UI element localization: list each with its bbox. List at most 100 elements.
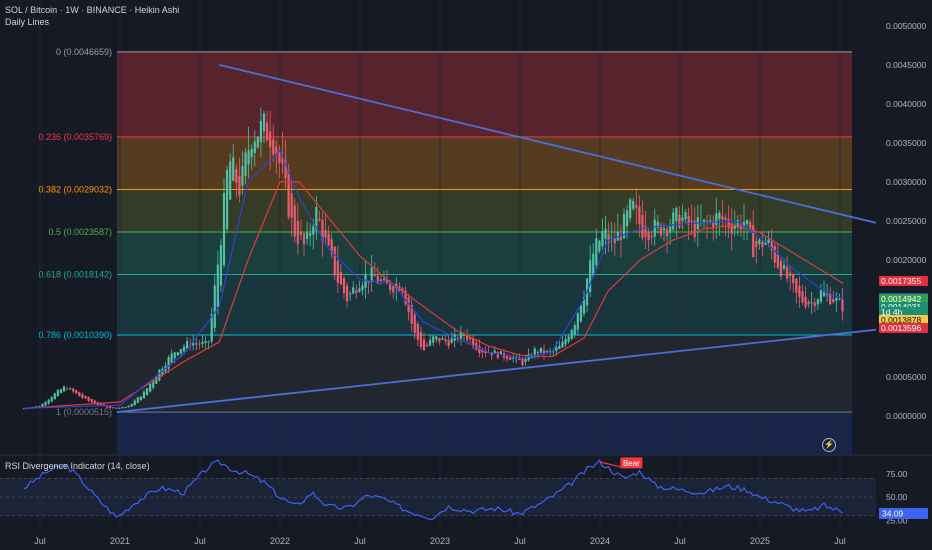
candle-body: [545, 351, 549, 353]
rsi-title[interactable]: RSI Divergence Indicator (14, close): [5, 461, 150, 471]
candle-body: [195, 343, 198, 345]
price-tag: 0.0013878: [879, 315, 928, 326]
candle-body: [345, 285, 349, 302]
rsi-value-badge: [879, 508, 928, 519]
candle-body: [795, 278, 798, 293]
trendline-upper: [218, 63, 908, 232]
candle-body: [361, 285, 364, 291]
time-axis-bg: [0, 530, 932, 550]
candle-body: [582, 297, 586, 314]
candle-body: [176, 352, 179, 356]
candle-body: [309, 233, 312, 236]
price-tag: 0.0014942: [879, 294, 928, 305]
candle-body: [376, 275, 379, 284]
candle-body: [93, 400, 96, 405]
candle-body: [275, 146, 278, 155]
candle-body: [705, 221, 709, 223]
fib-zone-bottom: [117, 412, 852, 455]
candle-body: [478, 346, 481, 354]
candle-body: [832, 299, 835, 303]
candle-body: [342, 278, 346, 294]
candle-body: [385, 279, 389, 285]
candle-body: [432, 336, 435, 343]
candle-body: [318, 218, 321, 221]
candle-body: [472, 338, 475, 347]
candle-body: [75, 390, 78, 394]
candle-body: [579, 305, 583, 322]
candle-body: [512, 357, 515, 359]
candle-body: [536, 352, 539, 354]
time-axis[interactable]: Jul 2021 Jul 2022 Jul 2023 Jul 2024 Jul 2025 Jul: [0, 530, 932, 550]
candle-body: [727, 218, 730, 229]
candle-body: [635, 204, 638, 208]
candle-body: [622, 213, 626, 239]
rsi-tick: 50.00: [886, 492, 908, 502]
price-tick: 0.0005000: [886, 372, 926, 382]
candle-body: [109, 406, 112, 409]
candle-body: [293, 205, 296, 237]
candle-body: [78, 391, 81, 397]
bear-divergence-line: [599, 461, 623, 469]
time-tick: Jul: [514, 536, 526, 546]
candle-body: [776, 254, 779, 268]
candle-body: [167, 357, 170, 369]
candle-body: [459, 331, 463, 339]
fib-lines: 0 (0.0046659) 0.236 (0.0035769) 0.382 (0.0…: [38, 47, 852, 417]
candle-body: [745, 220, 749, 225]
candle-body: [299, 232, 303, 236]
candle-body: [56, 390, 59, 397]
candle-body: [124, 407, 127, 409]
candle-body: [44, 402, 47, 406]
candle-body: [149, 383, 152, 392]
fib-zone: [117, 231, 852, 275]
candle-body: [481, 349, 484, 353]
candle-body: [315, 206, 318, 231]
candle-body: [469, 337, 472, 340]
candle-body: [336, 261, 339, 283]
candle-body: [533, 348, 536, 357]
candle-body: [327, 233, 330, 245]
time-tick: Jul: [194, 536, 206, 546]
candle-body: [216, 264, 219, 307]
candle-body: [201, 342, 204, 345]
candle-body: [693, 221, 696, 238]
candle-body: [250, 148, 253, 158]
candle-body: [349, 293, 352, 295]
price-tick: 0.0025000: [886, 216, 926, 226]
candle-body: [22, 408, 26, 410]
rsi-legend: RSI Divergence Indicator (14, close): [5, 460, 150, 472]
candle-body: [530, 356, 533, 358]
candle-body: [678, 214, 681, 228]
candle-body: [447, 340, 450, 346]
candle-body: [598, 240, 601, 252]
candle-body: [441, 338, 444, 340]
candle-body: [718, 213, 721, 220]
candle-body: [232, 157, 235, 181]
candle-body: [269, 131, 272, 148]
price-axis[interactable]: 0.0050000 0.0045000 0.0040000 0.0035000 0.00…: [876, 0, 932, 550]
candle-body: [219, 245, 223, 286]
candle-body: [549, 351, 552, 353]
candle-body: [782, 265, 786, 269]
candle-body: [709, 220, 712, 222]
candle-body: [69, 388, 72, 390]
candle-body: [155, 376, 158, 385]
lightning-icon[interactable]: ⚡: [822, 438, 836, 452]
rsi-value-label: 34.09: [882, 509, 904, 519]
candle-body: [662, 228, 666, 231]
symbol-title[interactable]: SOL / Bitcoin · 1W · BINANCE · Heikin As…: [5, 5, 180, 15]
candle-body: [564, 338, 567, 345]
candle-body: [813, 302, 816, 307]
candle-body: [429, 339, 432, 346]
time-tick: Jul: [834, 536, 846, 546]
candle-body: [475, 342, 478, 350]
candle-body: [256, 136, 259, 148]
candle-body: [669, 226, 672, 233]
fib-zone: [117, 51, 852, 137]
bear-label: Bear: [623, 459, 640, 468]
candle-body: [50, 396, 53, 402]
price-tag: 0.0013596: [879, 322, 928, 333]
candle-body: [392, 285, 395, 293]
candle-body: [262, 113, 266, 132]
candle-body: [484, 350, 487, 354]
